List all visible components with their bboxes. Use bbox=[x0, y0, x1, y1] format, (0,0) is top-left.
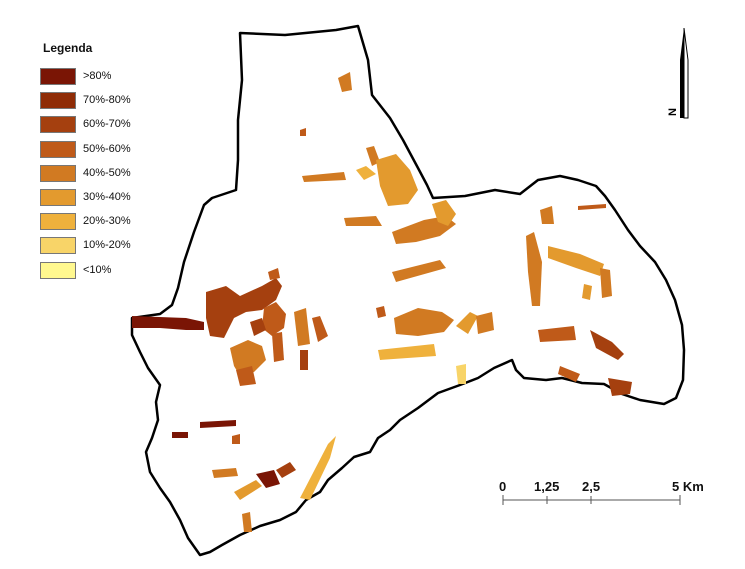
legend-item: >80% bbox=[40, 68, 190, 87]
legend-swatch bbox=[40, 140, 76, 158]
legend-item: 70%-80% bbox=[40, 92, 190, 111]
field-parcel bbox=[392, 216, 456, 244]
field-parcel bbox=[600, 268, 612, 298]
north-arrow-label: N bbox=[667, 108, 679, 116]
legend-label: 30%-40% bbox=[83, 191, 131, 203]
legend-item: 30%-40% bbox=[40, 189, 190, 208]
north-arrow: N bbox=[667, 27, 689, 119]
legend-swatch bbox=[40, 237, 76, 255]
legend-label: 20%-30% bbox=[83, 215, 131, 228]
field-parcel bbox=[392, 260, 446, 282]
field-parcel bbox=[300, 436, 336, 500]
legend-title: Legenda bbox=[43, 41, 93, 55]
field-parcel bbox=[268, 268, 280, 280]
field-parcel bbox=[276, 462, 296, 478]
field-parcel bbox=[456, 312, 478, 334]
field-parcel bbox=[172, 432, 188, 438]
field-parcel bbox=[548, 246, 604, 276]
legend-item: 10%-20% bbox=[40, 237, 190, 256]
field-parcel bbox=[262, 302, 286, 336]
field-parcel bbox=[300, 128, 306, 136]
field-parcel bbox=[294, 308, 310, 346]
field-parcel bbox=[356, 166, 376, 180]
scale-bar bbox=[502, 495, 681, 505]
legend-item: 40%-50% bbox=[40, 164, 190, 184]
legend-swatch bbox=[40, 189, 76, 206]
legend-swatch bbox=[40, 68, 76, 85]
field-parcel bbox=[312, 316, 328, 342]
legend-swatch bbox=[40, 116, 76, 134]
legend-swatch bbox=[40, 92, 76, 110]
field-parcel bbox=[212, 468, 238, 478]
field-parcel bbox=[234, 480, 262, 500]
field-parcel bbox=[538, 326, 576, 342]
field-parcel bbox=[456, 364, 466, 384]
scale-tick-label: 5 Km bbox=[672, 479, 704, 494]
field-parcel bbox=[608, 378, 632, 396]
field-parcel bbox=[242, 512, 252, 532]
north-arrow-shape bbox=[680, 28, 684, 118]
north-arrow-shape bbox=[683, 27, 689, 119]
field-parcel bbox=[378, 344, 436, 360]
field-parcel bbox=[526, 232, 542, 306]
legend-item: 60%-70% bbox=[40, 116, 190, 135]
legend-label: 10%-20% bbox=[83, 239, 131, 252]
field-parcel bbox=[578, 204, 606, 210]
field-parcel bbox=[476, 312, 494, 334]
field-parcel bbox=[230, 340, 266, 376]
legend-label: 40%-50% bbox=[83, 166, 131, 179]
scale-tick-label: 0 bbox=[499, 479, 507, 494]
scale-tick-label: 2,5 bbox=[582, 479, 601, 494]
legend-swatch bbox=[40, 213, 76, 231]
field-parcel bbox=[250, 318, 266, 336]
legend-item: 50%-60% bbox=[40, 140, 190, 160]
field-parcel bbox=[394, 308, 454, 336]
field-parcel bbox=[590, 330, 624, 360]
field-parcel bbox=[540, 206, 554, 224]
field-parcel bbox=[344, 216, 382, 226]
field-parcel bbox=[272, 332, 284, 362]
municipality-boundary bbox=[130, 24, 686, 557]
legend-label: 70%-80% bbox=[83, 94, 131, 107]
legend-swatch bbox=[40, 261, 76, 279]
field-parcel bbox=[236, 366, 256, 386]
legend-label: >80% bbox=[83, 70, 112, 82]
legend-label: 50%-60% bbox=[83, 142, 131, 155]
field-parcel bbox=[376, 154, 418, 206]
field-parcel bbox=[338, 72, 352, 92]
legend-item: 20%-30% bbox=[40, 213, 190, 232]
field-parcel bbox=[206, 278, 282, 338]
legend-label: 60%-70% bbox=[83, 118, 131, 131]
scale-tick-label: 1,25 bbox=[534, 479, 560, 494]
field-parcel bbox=[232, 434, 240, 444]
field-parcel bbox=[200, 420, 236, 428]
field-parcel bbox=[432, 200, 456, 226]
legend-label: <10% bbox=[83, 263, 112, 276]
legend-item: <10% bbox=[40, 261, 190, 281]
field-parcel bbox=[558, 366, 580, 382]
field-parcel bbox=[132, 316, 204, 330]
field-parcel bbox=[256, 470, 280, 488]
field-parcel bbox=[302, 172, 346, 182]
field-parcel bbox=[376, 306, 386, 318]
field-parcel bbox=[300, 350, 308, 370]
field-parcel bbox=[582, 284, 592, 300]
legend-swatch bbox=[40, 164, 76, 182]
